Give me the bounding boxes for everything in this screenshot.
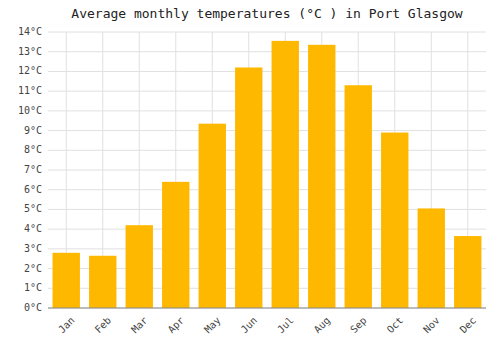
x-tick-label: Jun	[239, 315, 260, 336]
y-axis: 0°C 1°C 2°C 3°C 4°C 5°C 6°C 7°C 8°C 9°C 10°C 11°C 12…	[18, 26, 42, 313]
bars	[53, 41, 482, 308]
bar	[53, 253, 80, 308]
y-grid-line	[48, 71, 486, 72]
bar	[454, 236, 481, 308]
y-tick-label: 11°C	[18, 85, 42, 96]
y-grid-line	[48, 51, 486, 52]
y-tick-label: 1°C	[24, 282, 42, 293]
y-tick-label: 3°C	[24, 243, 42, 254]
y-tick-label: 4°C	[24, 223, 42, 234]
y-tick-label: 12°C	[18, 65, 42, 76]
x-tick-label: Oct	[385, 315, 406, 336]
y-tick-label: 5°C	[24, 203, 42, 214]
y-grid-line	[48, 150, 486, 151]
y-grid-line	[48, 308, 486, 309]
y-grid-line	[48, 130, 486, 131]
bar	[89, 256, 116, 308]
bar	[345, 85, 372, 308]
y-grid-line	[48, 32, 486, 33]
y-tick-label: 0°C	[24, 302, 42, 313]
bar	[162, 182, 189, 308]
x-tick-label: Dec	[458, 315, 479, 336]
y-tick-label: 14°C	[18, 26, 42, 37]
bar	[199, 124, 226, 308]
y-grid-line	[48, 189, 486, 190]
x-tick-label: May	[202, 315, 223, 336]
chart-container: 0°C 1°C 2°C 3°C 4°C 5°C 6°C 7°C 8°C 9°C 10°C 11°C 12…	[0, 0, 500, 350]
x-tick-label: Apr	[166, 315, 187, 336]
x-tick-label: Mar	[129, 315, 150, 336]
x-tick-label: Jul	[275, 315, 296, 336]
x-tick-label: Nov	[421, 315, 442, 336]
x-tick-label: Feb	[93, 315, 114, 336]
x-tick-label: Aug	[312, 315, 333, 336]
y-tick-label: 10°C	[18, 105, 42, 116]
x-axis-line	[48, 308, 486, 309]
bar	[381, 133, 408, 308]
y-tick-label: 8°C	[24, 144, 42, 155]
grid	[48, 32, 486, 308]
y-tick-label: 13°C	[18, 46, 42, 57]
chart: 0°C 1°C 2°C 3°C 4°C 5°C 6°C 7°C 8°C 9°C 10°C 11°C 12…	[0, 0, 500, 350]
bar	[308, 45, 335, 308]
y-grid-line	[48, 170, 486, 171]
x-axis: Jan Feb Mar Apr May Jun Jul Aug Sep Oct Nov Dec	[56, 315, 478, 336]
y-tick-label: 6°C	[24, 184, 42, 195]
bar	[272, 41, 299, 308]
y-tick-label: 2°C	[24, 263, 42, 274]
y-tick-label: 7°C	[24, 164, 42, 175]
x-tick-label: Sep	[348, 315, 369, 336]
bar	[235, 67, 262, 308]
y-grid-line	[48, 110, 486, 111]
title: Average monthly temperatures (°C ) in Po…	[71, 6, 463, 21]
bar	[418, 208, 445, 308]
bar	[126, 225, 153, 308]
y-grid-line	[48, 91, 486, 92]
y-tick-label: 9°C	[24, 125, 42, 136]
x-tick-label: Jan	[56, 315, 77, 336]
